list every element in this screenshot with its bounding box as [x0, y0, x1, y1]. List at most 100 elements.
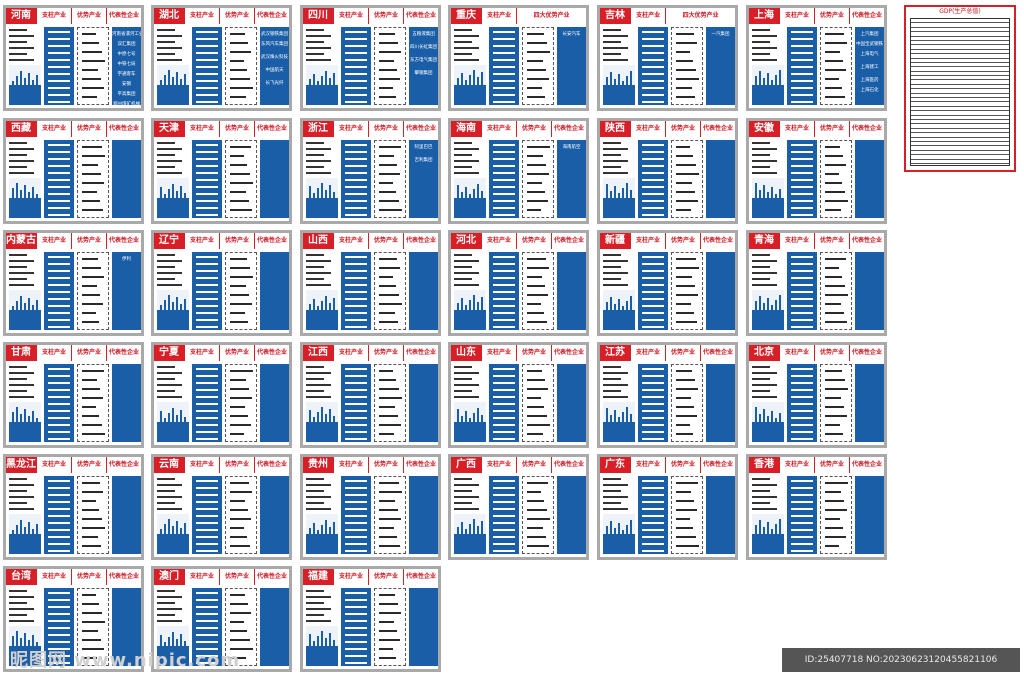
gdp-table: GDP(生产总值)	[904, 5, 1016, 172]
pillar-column	[341, 252, 371, 330]
enterprise-name: 上海石化	[860, 88, 879, 93]
mini-table	[752, 310, 784, 330]
province-panel: 浙江 支柱产业 优势产业 代表性企业阿里巴巴吉利集团	[300, 118, 441, 224]
panel-header: 江西 支柱产业 优势产业 代表性企业	[303, 345, 438, 361]
province-panel: 山东 支柱产业 优势产业 代表性企业	[448, 342, 589, 448]
overview-column	[752, 140, 784, 218]
advantage-column	[374, 588, 406, 666]
advantage-label: 优势产业	[814, 345, 849, 361]
advantage-label: 优势产业	[71, 121, 106, 137]
panel-header: 广东 支柱产业 优势产业 代表性企业	[600, 457, 735, 473]
enterprise-name: 吉利集团	[414, 158, 433, 163]
mini-table	[157, 534, 189, 554]
advantage-column	[374, 252, 406, 330]
mini-table	[603, 85, 635, 105]
mini-table	[752, 85, 784, 105]
pillar-column	[44, 476, 74, 554]
province-panel: 甘肃 支柱产业 优势产业 代表性企业	[3, 342, 144, 448]
advantage-column	[820, 252, 852, 330]
pillar-column	[192, 27, 222, 105]
enterprise-column	[409, 476, 438, 554]
pillar-column	[489, 140, 519, 218]
overview-column	[157, 476, 189, 554]
panel-header: 海南 支柱产业 优势产业 代表性企业	[451, 121, 586, 137]
pillar-label: 支柱产业	[779, 457, 814, 473]
gdp-row	[911, 67, 1009, 72]
panel-header: 新疆 支柱产业 优势产业 代表性企业	[600, 233, 735, 249]
mini-table	[9, 646, 41, 666]
province-name: 江苏	[600, 345, 630, 361]
province-panel: 河南 支柱产业 优势产业 代表性企业 河南省漯河工业 双汇集团 中原七号 中铁七局 宇通客车 安钢…	[3, 5, 144, 111]
pillar-column	[787, 364, 817, 442]
representative-label: 代表性企业	[551, 345, 586, 361]
panel-header: 辽宁 支柱产业 优势产业 代表性企业	[154, 233, 289, 249]
province-panel: 内蒙古 支柱产业 优势产业 代表性企业 伊利	[3, 230, 144, 336]
advantage-column	[77, 27, 109, 105]
representative-label: 代表性企业	[106, 569, 141, 585]
province-panel: 天津 支柱产业 优势产业 代表性企业	[151, 118, 292, 224]
panel-header: 四川 支柱产业 优势产业 代表性企业	[303, 8, 438, 24]
gdp-row	[911, 111, 1009, 116]
mini-table	[9, 310, 41, 330]
province-panel: 吉林 支柱产业 四大优势产业 一汽集团	[597, 5, 738, 111]
enterprise-column: 伊利	[112, 252, 141, 330]
representative-label: 代表性企业	[106, 233, 141, 249]
enterprise-name: 平高集团	[117, 92, 136, 97]
gdp-row	[911, 63, 1009, 68]
enterprise-column	[112, 364, 141, 442]
enterprise-name: 武汉钢铁集团	[261, 32, 288, 37]
enterprise-name: 中国航天	[265, 68, 284, 73]
advantage-column	[225, 588, 257, 666]
panel-header: 浙江 支柱产业 优势产业 代表性企业	[303, 121, 438, 137]
overview-column	[306, 140, 338, 218]
pillar-label: 支柱产业	[481, 345, 516, 361]
pillar-label: 支柱产业	[630, 457, 665, 473]
advantage-column	[820, 476, 852, 554]
panel-header: 云南 支柱产业 优势产业 代表性企业	[154, 457, 289, 473]
pillar-column	[489, 364, 519, 442]
enterprise-name: 上海电气	[860, 52, 879, 57]
enterprise-column	[409, 588, 438, 666]
pillar-label: 支柱产业	[36, 233, 71, 249]
panel-header: 香港 支柱产业 优势产业 代表性企业	[749, 457, 884, 473]
province-name: 陕西	[600, 121, 630, 137]
province-name: 香港	[749, 457, 779, 473]
overview-column	[454, 252, 486, 330]
enterprise-name: 海南航空	[562, 145, 581, 150]
representative-label: 代表性企业	[254, 345, 289, 361]
pillar-label: 支柱产业	[481, 8, 517, 24]
mini-table	[157, 422, 189, 442]
representative-label: 代表性企业	[700, 233, 735, 249]
panel-header: 陕西 支柱产业 优势产业 代表性企业	[600, 121, 735, 137]
representative-label: 代表性企业	[700, 121, 735, 137]
gdp-row	[911, 54, 1009, 59]
province-name: 浙江	[303, 121, 333, 137]
pillar-column	[489, 476, 519, 554]
pillar-column	[638, 252, 668, 330]
enterprise-name: 阿里巴巴	[414, 145, 433, 150]
pillar-column	[341, 364, 371, 442]
advantage-label: 优势产业	[71, 569, 106, 585]
enterprise-column: 武汉钢铁集团 东风汽车集团 武汉烽火科技 中国航天 长飞光纤	[260, 27, 289, 105]
gdp-row	[911, 72, 1009, 77]
pillar-column	[787, 27, 817, 105]
province-panel: 青海 支柱产业 优势产业 代表性企业	[746, 230, 887, 336]
pillar-label: 支柱产业	[779, 8, 814, 24]
representative-label: 代表性企业	[254, 121, 289, 137]
enterprise-column: 五粮液集团 四川长虹集团 东方电气集团 攀钢集团	[409, 27, 438, 105]
province-name: 贵州	[303, 457, 333, 473]
enterprise-column	[557, 252, 586, 330]
pillar-column	[341, 27, 371, 105]
advantage-column	[374, 140, 406, 218]
mini-table	[157, 310, 189, 330]
pillar-label: 支柱产业	[779, 233, 814, 249]
pillar-label: 支柱产业	[333, 233, 368, 249]
pillar-label: 支柱产业	[630, 233, 665, 249]
mini-table	[157, 85, 189, 105]
pillar-label: 支柱产业	[36, 121, 71, 137]
advantage-label: 优势产业	[814, 8, 849, 24]
province-panel: 北京 支柱产业 优势产业 代表性企业	[746, 342, 887, 448]
mini-table	[454, 310, 486, 330]
advantage-column	[77, 140, 109, 218]
panel-header: 台湾 支柱产业 优势产业 代表性企业	[6, 569, 141, 585]
